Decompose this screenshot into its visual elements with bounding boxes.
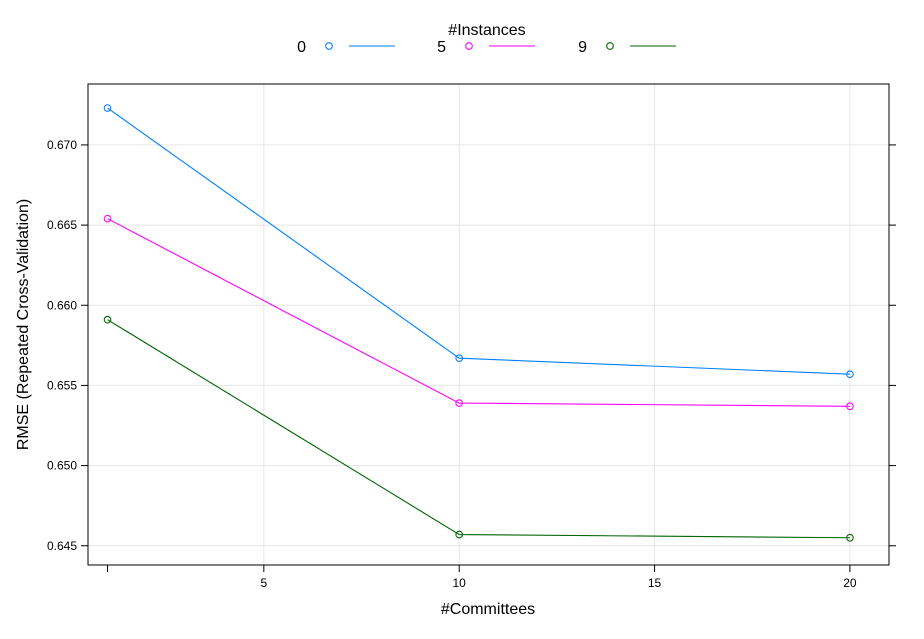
y-tick-label: 0.650 bbox=[47, 459, 77, 473]
y-tick-label: 0.655 bbox=[47, 378, 77, 392]
x-axis-title: #Committees bbox=[441, 601, 535, 618]
legend-item-0: 0 bbox=[297, 39, 395, 56]
x-tick-label: 10 bbox=[453, 576, 467, 590]
series-9 bbox=[103, 315, 854, 542]
legend-label: 9 bbox=[578, 39, 587, 56]
grid bbox=[88, 84, 889, 565]
data-point bbox=[103, 104, 112, 112]
data-point bbox=[103, 315, 112, 324]
x-axis-tick-labels: 5 10 15 20 bbox=[260, 576, 856, 590]
legend: #Instances 0 5 9 bbox=[297, 22, 676, 56]
legend-point-symbol bbox=[325, 42, 333, 50]
data-point bbox=[455, 530, 464, 539]
axis-ticks bbox=[81, 144, 896, 572]
legend-label: 5 bbox=[437, 39, 446, 56]
x-tick-label: 5 bbox=[260, 576, 267, 590]
data-point bbox=[103, 214, 112, 223]
data-point bbox=[846, 533, 854, 542]
series-5 bbox=[103, 214, 854, 411]
legend-point-symbol bbox=[606, 42, 614, 50]
legend-item-9: 9 bbox=[578, 39, 676, 56]
y-axis-title: RMSE (Repeated Cross-Validation) bbox=[15, 199, 32, 450]
series-line bbox=[107, 319, 850, 539]
x-tick-label: 15 bbox=[648, 576, 662, 590]
data-point bbox=[846, 402, 854, 411]
y-tick-label: 0.660 bbox=[47, 298, 77, 312]
x-tick-label: 20 bbox=[843, 576, 857, 590]
y-tick-label: 0.645 bbox=[47, 539, 77, 553]
data-point bbox=[846, 370, 854, 379]
legend-item-5: 5 bbox=[437, 39, 535, 56]
y-tick-label: 0.665 bbox=[47, 218, 77, 232]
legend-title: #Instances bbox=[448, 22, 525, 39]
y-axis-tick-labels: 0.645 0.650 0.655 0.660 0.665 0.670 bbox=[47, 138, 77, 553]
legend-point-symbol bbox=[465, 42, 473, 50]
y-tick-label: 0.670 bbox=[47, 138, 77, 152]
data-point bbox=[455, 399, 464, 407]
series-line bbox=[107, 218, 850, 407]
series-line bbox=[107, 107, 850, 375]
data-point bbox=[455, 354, 464, 363]
series-group bbox=[103, 104, 854, 542]
plot-panel bbox=[87, 83, 890, 566]
series-0 bbox=[103, 104, 854, 379]
legend-label: 0 bbox=[297, 39, 306, 56]
